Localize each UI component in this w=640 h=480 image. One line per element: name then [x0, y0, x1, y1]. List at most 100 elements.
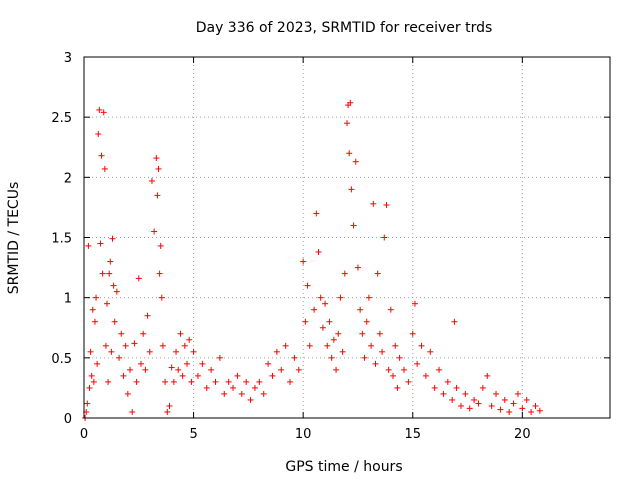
data-point: [324, 342, 331, 349]
data-point: [313, 210, 320, 217]
data-point: [363, 318, 370, 325]
data-point: [120, 372, 127, 379]
data-point: [400, 366, 407, 373]
data-point: [97, 240, 104, 247]
data-point: [350, 222, 357, 229]
data-point: [153, 155, 160, 162]
data-point: [291, 354, 298, 361]
data-point: [95, 131, 102, 138]
data-point: [146, 348, 153, 355]
data-point: [208, 366, 215, 373]
data-point: [186, 336, 193, 343]
x-tick-label: 20: [514, 427, 531, 442]
data-point: [135, 275, 142, 282]
data-point: [144, 312, 151, 319]
data-point: [100, 109, 107, 116]
plot-frame: [83, 56, 611, 419]
y-tick-label: 1.5: [51, 232, 72, 247]
data-point: [140, 330, 147, 337]
data-point: [368, 342, 375, 349]
data-point: [295, 366, 302, 373]
data-point: [370, 200, 377, 207]
data-point: [484, 372, 491, 379]
data-point: [365, 294, 372, 301]
data-point: [319, 324, 326, 331]
data-point: [390, 372, 397, 379]
data-point: [158, 294, 165, 301]
data-point: [501, 396, 508, 403]
data-point: [354, 264, 361, 271]
data-point: [118, 330, 125, 337]
data-points: [82, 99, 543, 421]
x-tick-label: 15: [404, 427, 421, 442]
data-point: [317, 294, 324, 301]
data-point: [514, 390, 521, 397]
data-point: [411, 300, 418, 307]
data-point: [122, 342, 129, 349]
data-point: [359, 330, 366, 337]
data-point: [427, 348, 434, 355]
data-point: [361, 354, 368, 361]
data-point: [287, 378, 294, 385]
data-point: [346, 150, 353, 157]
chart-title: Day 336 of 2023, SRMTID for receiver trd…: [196, 20, 493, 36]
data-point: [269, 372, 276, 379]
data-point: [337, 294, 344, 301]
data-point: [106, 270, 113, 277]
data-point: [466, 405, 473, 412]
data-point: [510, 400, 517, 407]
data-point: [328, 354, 335, 361]
data-point: [221, 390, 228, 397]
data-point: [414, 360, 421, 367]
data-point: [234, 372, 241, 379]
data-point: [376, 330, 383, 337]
data-point: [528, 408, 535, 415]
data-point: [194, 372, 201, 379]
data-point: [436, 366, 443, 373]
data-point: [348, 186, 355, 193]
data-point: [387, 306, 394, 313]
data-point: [247, 396, 254, 403]
data-point: [453, 384, 460, 391]
data-point: [137, 360, 144, 367]
data-point: [519, 405, 526, 412]
data-point: [304, 282, 311, 289]
data-point: [462, 390, 469, 397]
data-point: [251, 384, 258, 391]
data-point: [302, 318, 309, 325]
data-point: [105, 378, 112, 385]
data-point: [230, 384, 237, 391]
data-point: [383, 202, 390, 209]
data-point: [111, 318, 118, 325]
data-point: [175, 366, 182, 373]
data-point: [379, 348, 386, 355]
data-point: [278, 366, 285, 373]
data-point: [265, 360, 272, 367]
data-point: [190, 348, 197, 355]
data-point: [225, 378, 232, 385]
data-point: [372, 360, 379, 367]
data-point: [96, 106, 103, 113]
y-tick-label: 0.5: [51, 352, 72, 367]
data-point: [282, 342, 289, 349]
data-point: [86, 384, 93, 391]
data-point: [326, 318, 333, 325]
data-point: [154, 192, 161, 199]
data-point: [90, 378, 97, 385]
data-point: [357, 306, 364, 313]
data-point: [151, 228, 158, 235]
data-point: [405, 378, 412, 385]
data-point: [532, 402, 539, 409]
data-point: [457, 402, 464, 409]
data-point: [260, 390, 267, 397]
data-point: [199, 360, 206, 367]
data-point: [110, 282, 117, 289]
data-point: [422, 372, 429, 379]
data-point: [156, 270, 163, 277]
data-point: [506, 408, 513, 415]
data-point: [179, 372, 186, 379]
data-point: [93, 294, 100, 301]
data-point: [238, 390, 245, 397]
data-point: [85, 242, 92, 249]
data-point: [394, 384, 401, 391]
